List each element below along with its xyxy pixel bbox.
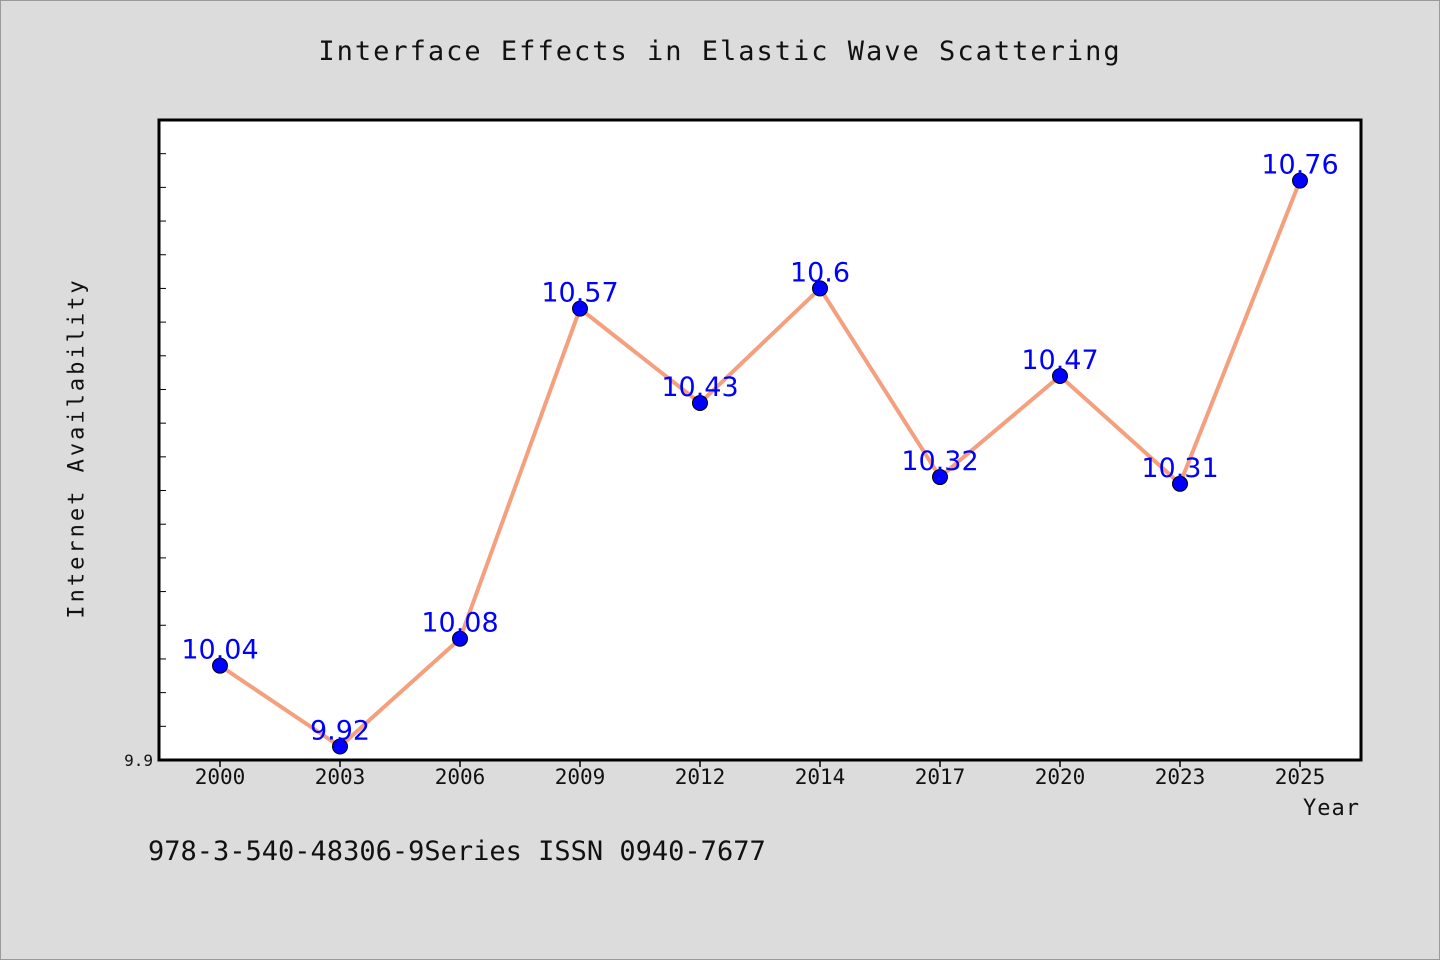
data-point [1172, 475, 1188, 492]
x-tick-label: 2012 [675, 765, 726, 789]
x-tick-label: 2006 [435, 765, 486, 789]
data-label: 10.6 [790, 257, 850, 288]
data-point [812, 280, 828, 297]
x-tick-label: 2025 [1275, 765, 1326, 789]
data-point [572, 300, 588, 317]
data-point [332, 738, 348, 755]
data-point [932, 469, 948, 486]
data-point [1292, 172, 1308, 189]
x-tick-label: 2017 [915, 765, 966, 789]
x-tick-label: 2000 [195, 765, 246, 789]
y-axis-title: Internet Availability [64, 277, 90, 619]
x-tick-label: 2014 [795, 765, 846, 789]
data-label: 10.04 [181, 635, 258, 666]
series-line [218, 179, 1302, 749]
x-tick-label: 2020 [1035, 765, 1086, 789]
chart-title: Interface Effects in Elastic Wave Scatte… [318, 36, 1122, 67]
data-label: 10.57 [541, 278, 618, 309]
footer-note: 978-3-540-48306-9Series ISSN 0940-7677 [148, 836, 766, 867]
data-label: 10.32 [901, 446, 978, 477]
data-label: 10.08 [421, 608, 498, 639]
plot-area [157, 118, 1363, 762]
y-tick-label: 9.9 [124, 751, 153, 770]
data-label: 10.47 [1021, 345, 1098, 376]
data-point [692, 394, 708, 411]
data-point [212, 657, 228, 674]
data-point [1052, 368, 1068, 384]
x-tick-label: 2003 [315, 765, 366, 789]
x-tick-label: 2023 [1155, 765, 1206, 789]
x-tick-label: 2009 [555, 765, 606, 789]
data-point [452, 630, 468, 647]
x-axis-title: Year [1303, 796, 1360, 821]
data-label: 10.76 [1261, 150, 1338, 181]
data-label: 10.43 [661, 372, 738, 403]
data-label: 9.92 [310, 716, 370, 747]
data-label: 10.31 [1141, 453, 1218, 484]
